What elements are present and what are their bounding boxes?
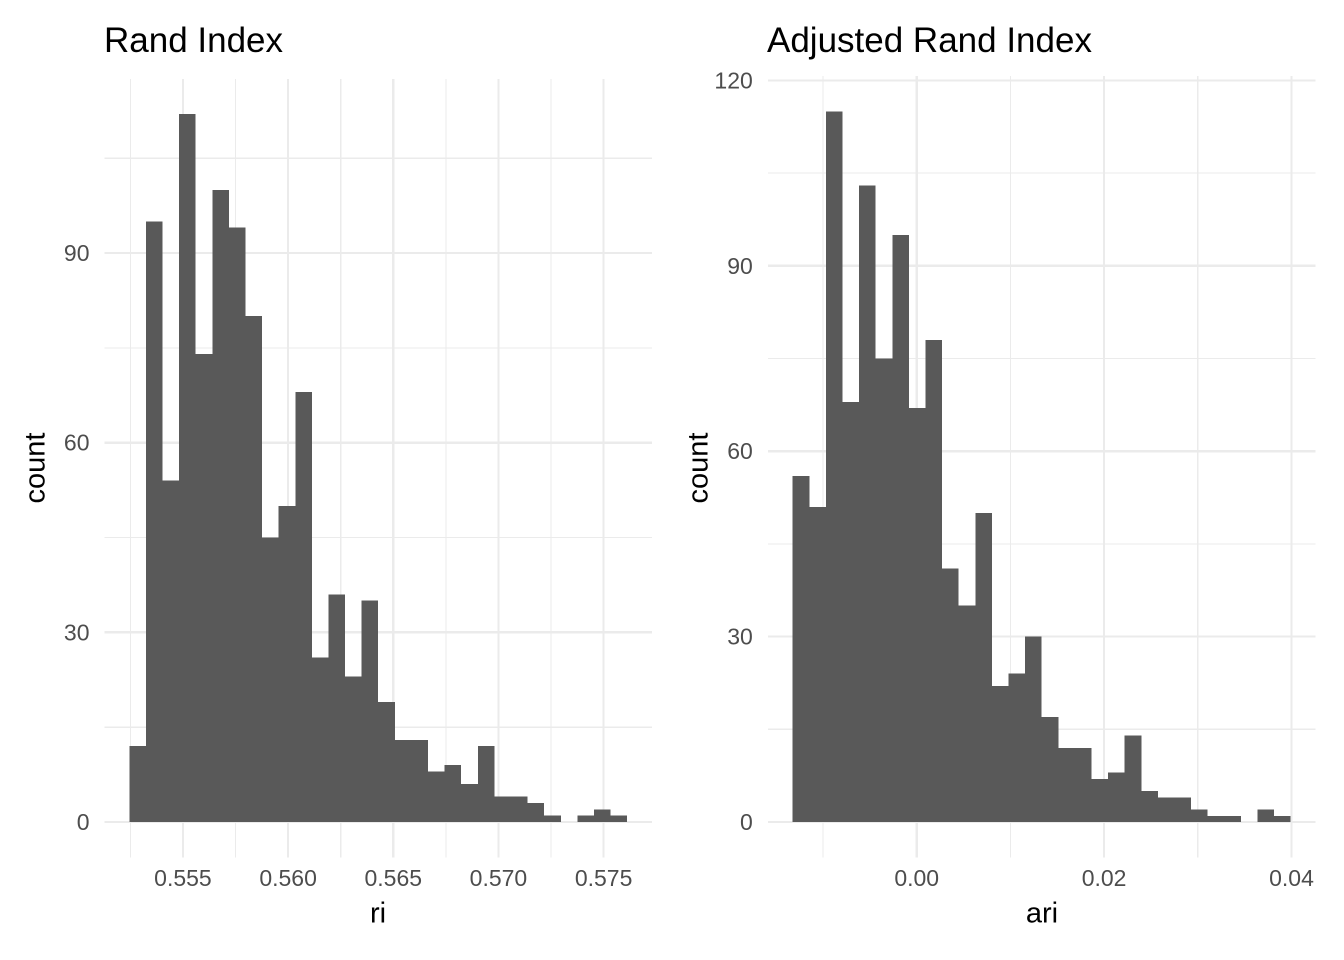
- histogram-bar: [212, 189, 229, 822]
- histogram-bar: [875, 358, 893, 823]
- histogram-bar: [991, 686, 1009, 823]
- plot-title-adjusted-rand-index: Adjusted Rand Index: [767, 21, 1092, 60]
- histogram-bar: [958, 605, 976, 823]
- histogram-bar: [544, 815, 561, 822]
- histogram-bar: [975, 513, 992, 823]
- histogram-bar: [577, 815, 594, 822]
- histogram-bar: [809, 506, 826, 823]
- histogram-bar: [145, 221, 163, 822]
- histogram-bar: [295, 392, 312, 822]
- histogram-bar: [1191, 809, 1208, 823]
- y-tick-label: 90: [64, 240, 90, 266]
- histogram-bar: [1108, 772, 1125, 823]
- histogram-bar: [1257, 809, 1275, 823]
- histogram-bar: [792, 475, 810, 823]
- histogram-bar: [1274, 815, 1291, 823]
- histogram-bar: [411, 739, 429, 822]
- histogram-bar: [361, 600, 379, 822]
- histogram-bar: [1041, 716, 1059, 823]
- histogram-bar: [278, 505, 296, 822]
- histogram-bar: [228, 227, 246, 822]
- histogram-bar: [461, 784, 478, 822]
- y-tick-label: 60: [64, 430, 90, 456]
- x-tick-label: 0.575: [575, 865, 633, 891]
- histogram-bar: [179, 113, 196, 822]
- histogram-bar: [494, 796, 512, 822]
- x-tick-label: 0.560: [259, 865, 317, 891]
- histogram-bar: [378, 701, 395, 822]
- histogram-bar: [527, 803, 545, 822]
- histogram-bar: [245, 316, 263, 822]
- histogram-bar: [1141, 791, 1158, 823]
- histogram-bar: [1174, 797, 1192, 823]
- histogram-bar: [394, 739, 412, 822]
- x-axis-title-left: ri: [369, 897, 387, 930]
- x-tick-label: 0.02: [1082, 865, 1127, 891]
- histogram-bar: [942, 568, 959, 823]
- histogram-bar: [908, 407, 926, 823]
- histogram-bar: [328, 594, 346, 822]
- histogram-bar: [1008, 673, 1026, 823]
- histogram-bar: [1224, 815, 1241, 823]
- y-tick-label: 30: [64, 619, 90, 645]
- x-tick-label: 0.565: [365, 865, 423, 891]
- y-tick-label: 30: [727, 624, 753, 650]
- histogram-bar: [1025, 636, 1042, 823]
- x-tick-label: 0.00: [894, 865, 939, 891]
- histogram-bar: [892, 234, 909, 823]
- histogram-bar: [1157, 797, 1175, 823]
- histogram-bar: [859, 185, 876, 823]
- y-tick-label: 0: [740, 809, 753, 835]
- histogram-bar: [842, 401, 860, 823]
- histogram-bar: [1091, 778, 1109, 823]
- histogram-bar: [1124, 735, 1142, 823]
- x-axis-title-right: ari: [1025, 897, 1059, 930]
- histogram-bar: [477, 746, 495, 822]
- histogram-bar: [345, 676, 362, 822]
- histogram-bar: [1074, 747, 1092, 823]
- plot-title-rand-index: Rand Index: [104, 21, 284, 60]
- histogram-bar: [428, 771, 445, 822]
- histogram-bar: [162, 480, 180, 822]
- y-axis-title-right: count: [682, 432, 715, 504]
- y-tick-label: 60: [727, 438, 753, 464]
- histogram-bar: [129, 746, 146, 822]
- histogram-bar: [593, 809, 611, 822]
- histogram-bar: [511, 796, 528, 822]
- y-tick-label: 120: [714, 67, 752, 93]
- histogram-bar: [825, 111, 843, 823]
- histogram-bar: [262, 537, 279, 822]
- histogram-bar: [1207, 815, 1225, 823]
- y-axis-title-left: count: [19, 432, 52, 504]
- histogram-bar: [195, 354, 213, 822]
- histogram-bar: [311, 657, 329, 822]
- x-tick-label: 0.570: [470, 865, 528, 891]
- x-tick-label: 0.04: [1269, 865, 1314, 891]
- y-tick-label: 0: [77, 809, 90, 835]
- histogram-bar: [444, 765, 462, 822]
- histogram-bar: [610, 815, 628, 822]
- histogram-bar: [1058, 747, 1075, 823]
- histogram-bar: [925, 339, 943, 823]
- y-tick-label: 90: [727, 253, 753, 279]
- x-tick-label: 0.555: [154, 865, 212, 891]
